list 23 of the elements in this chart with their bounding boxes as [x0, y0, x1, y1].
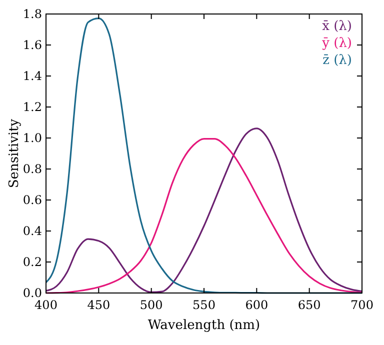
- y-tick-label: 0.4: [22, 224, 42, 238]
- x-tick-label: 500: [140, 298, 163, 312]
- x-tick-label: 550: [192, 298, 216, 312]
- y-tick-label: 1.4: [22, 69, 42, 83]
- y-tick-label: 0.0: [22, 286, 42, 300]
- y-tick-label: 0.6: [22, 193, 42, 207]
- text: z̄ (λ): [322, 53, 352, 68]
- y-tick-label: 1.8: [22, 7, 42, 21]
- y-tick-label: 1.2: [22, 100, 42, 114]
- y-tick-label: 1.6: [22, 38, 42, 52]
- text: x̄ (λ): [322, 19, 352, 34]
- x-tick-label: 700: [350, 298, 374, 312]
- y-tick-label: 1.0: [22, 131, 42, 145]
- y-tick-label: 0.8: [22, 162, 42, 176]
- y-axis-title: Sensitivity: [7, 118, 22, 188]
- x-tick-label: 600: [245, 298, 268, 312]
- x-axis-title: Wavelength (nm): [148, 318, 260, 333]
- text: ȳ (λ): [321, 36, 352, 51]
- x-tick-label: 400: [34, 298, 58, 312]
- x-tick-label: 450: [87, 298, 110, 312]
- y-tick-label: 0.2: [22, 255, 42, 269]
- x-tick-label: 650: [298, 298, 321, 312]
- line-series: [45, 18, 363, 294]
